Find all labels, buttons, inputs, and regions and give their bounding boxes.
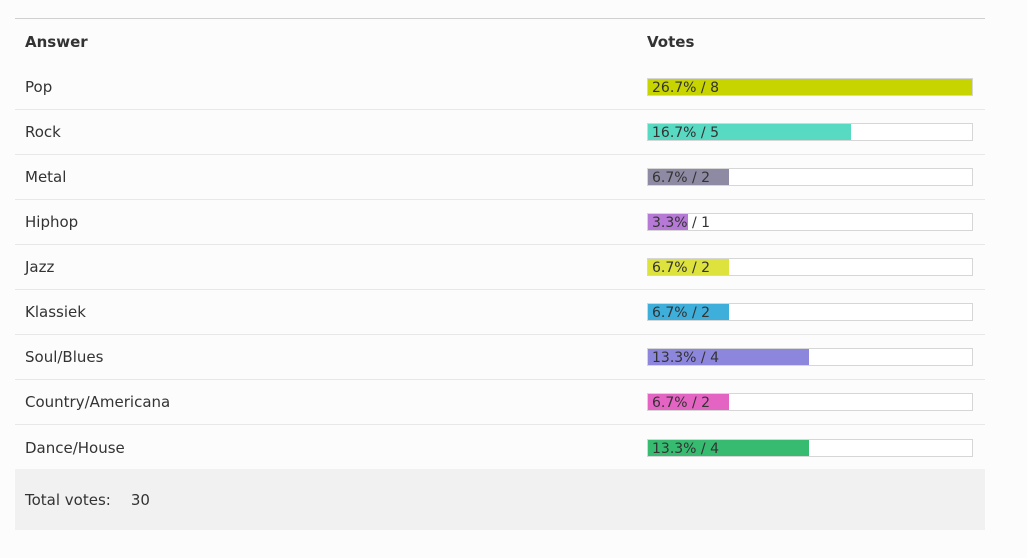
total-votes-value: 30 [130,490,150,509]
votes-cell: 6.7% / 2 [647,258,985,276]
total-votes-label: Total votes: [25,490,111,509]
answer-label: Metal [25,168,67,186]
vote-bar: 13.3% / 4 [647,348,973,366]
poll-row: Klassiek 6.7% / 2 [15,290,985,335]
answer-column-header: Answer [25,33,88,51]
vote-bar: 6.7% / 2 [647,168,973,186]
poll-row: Hiphop 3.3% / 1 [15,200,985,245]
votes-cell: 3.3% / 1 [647,213,985,231]
answer-label: Hiphop [25,213,79,231]
vote-bar: 16.7% / 5 [647,123,973,141]
votes-column-header: Votes [647,33,695,51]
vote-bar-label: 3.3% / 1 [652,215,711,231]
vote-bar-fill [648,259,730,275]
answer-label: Soul/Blues [25,348,104,366]
vote-bar-label: 13.3% / 4 [652,440,719,457]
answer-label: Dance/House [25,438,125,457]
votes-cell: 6.7% / 2 [647,303,985,321]
poll-row: Pop 26.7% / 8 [15,65,985,110]
poll-rows: Pop 26.7% / 8 Rock 16.7% / 5 Metal 6.7% / 2 Hi… [15,65,985,470]
vote-bar: 6.7% / 2 [647,393,973,411]
vote-bar-label: 6.7% / 2 [652,170,711,186]
poll-row: Jazz 6.7% / 2 [15,245,985,290]
vote-bar-label: 26.7% / 8 [652,80,719,96]
total-votes-bar: Total votes: 30 [15,469,985,530]
vote-bar: 6.7% / 2 [647,258,973,276]
answer-label: Jazz [25,258,55,276]
answer-label: Rock [25,123,61,141]
vote-bar-fill [648,214,689,230]
vote-bar-fill [648,349,810,365]
poll-row: Soul/Blues 13.3% / 4 [15,335,985,380]
poll-row: Country/Americana 6.7% / 2 [15,380,985,425]
vote-bar-fill [648,304,730,320]
poll-row: Dance/House 13.3% / 4 [15,425,985,470]
votes-cell: 6.7% / 2 [647,168,985,186]
answer-label: Pop [25,78,53,96]
votes-cell: 6.7% / 2 [647,393,985,411]
table-header: Answer Votes [15,19,985,65]
vote-bar-fill [648,79,972,95]
vote-bar-label: 16.7% / 5 [652,125,719,141]
vote-bar-fill [648,124,851,140]
vote-bar-label: 6.7% / 2 [652,260,711,276]
votes-cell: 16.7% / 5 [647,123,985,141]
votes-cell: 26.7% / 8 [647,78,985,96]
poll-row: Rock 16.7% / 5 [15,110,985,155]
vote-bar: 3.3% / 1 [647,213,973,231]
vote-bar-label: 6.7% / 2 [652,395,711,411]
votes-cell: 13.3% / 4 [647,438,985,457]
poll-results-table: Answer Votes Pop 26.7% / 8 Rock 16.7% / 5 Me… [15,18,985,470]
vote-bar: 26.7% / 8 [647,78,973,96]
votes-cell: 13.3% / 4 [647,348,985,366]
vote-bar: 13.3% / 4 [647,438,973,457]
vote-bar-fill [648,394,730,410]
vote-bar-fill [648,439,810,456]
vote-bar-label: 13.3% / 4 [652,350,719,366]
answer-label: Klassiek [25,303,86,321]
vote-bar-fill [648,169,730,185]
poll-row: Metal 6.7% / 2 [15,155,985,200]
vote-bar: 6.7% / 2 [647,303,973,321]
vote-bar-label: 6.7% / 2 [652,305,711,321]
answer-label: Country/Americana [25,393,171,411]
